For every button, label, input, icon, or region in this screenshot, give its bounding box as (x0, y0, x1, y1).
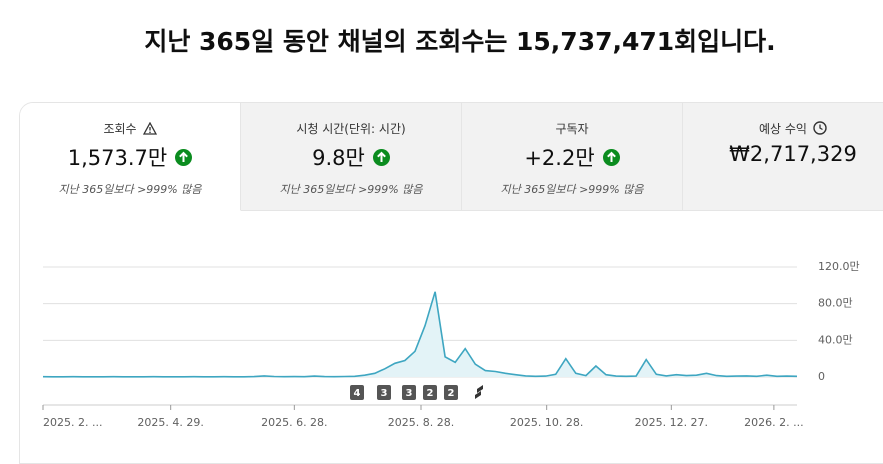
up-icon (602, 148, 620, 166)
card-label: 조회수 (103, 121, 137, 136)
chart: 0 40.0만 80.0만 120.0만 2025. 2. ... 2025. 4. 29… (42, 260, 860, 429)
clock-icon (813, 121, 827, 135)
event-marker[interactable]: 3 (377, 385, 391, 400)
card-label: 구독자 (555, 121, 589, 136)
marker-label: 4 (354, 388, 361, 399)
card-label: 예상 수익 (759, 121, 807, 136)
marker-box (444, 385, 458, 400)
x-tick-label: 2025. 6. 28. (261, 416, 327, 429)
marker-label: 3 (406, 388, 413, 399)
y-tick-label: 0 (818, 370, 825, 383)
event-marker[interactable]: 4 (350, 385, 364, 400)
x-tick-label: 2025. 8. 28. (388, 416, 454, 429)
event-marker[interactable]: 2 (423, 385, 437, 400)
x-tick-label: 2026. 2. ... (744, 416, 803, 429)
warning-icon (142, 121, 157, 135)
page-title: 지난 365일 동안 채널의 조회수는 15,737,471회입니다. (144, 27, 776, 56)
card-value: +2.2만 (524, 146, 595, 170)
y-tick-label: 80.0만 (818, 297, 853, 310)
page: 지난 365일 동안 채널의 조회수는 15,737,471회입니다. 조회수 … (19, 27, 883, 464)
x-tick-label: 2025. 2. ... (43, 416, 102, 429)
shorts-icon[interactable] (475, 385, 483, 399)
card-note: 지난 365일보다 >999% 많음 (500, 183, 644, 196)
up-icon (372, 148, 390, 166)
metric-card[interactable]: 조회수 1,573.7만 지난 365일보다 >999% 많음 (20, 103, 241, 211)
marker-label: 2 (448, 388, 455, 399)
area-fill (43, 291, 797, 377)
card-note: 지난 365일보다 >999% 많음 (279, 183, 423, 196)
card-note: 지난 365일보다 >999% 많음 (58, 183, 202, 196)
marker-box (377, 385, 391, 400)
x-tick-label: 2025. 12. 27. (635, 416, 708, 429)
event-marker[interactable]: 2 (444, 385, 458, 400)
card-value: ₩2,717,329 (729, 142, 857, 166)
card-value: 1,573.7만 (67, 146, 168, 170)
x-tick-label: 2025. 10. 28. (510, 416, 583, 429)
event-marker[interactable]: 3 (402, 385, 416, 400)
card-value: 9.8만 (312, 146, 365, 170)
marker-box (350, 385, 364, 400)
y-tick-label: 120.0만 (818, 260, 860, 273)
marker-box (402, 385, 416, 400)
x-tick-label: 2025. 4. 29. (137, 416, 203, 429)
marker-label: 2 (427, 388, 434, 399)
marker-label: 3 (381, 388, 388, 399)
up-icon (175, 148, 193, 166)
analytics-panel: 조회수 1,573.7만 지난 365일보다 >999% 많음 시청 시간(단위… (19, 102, 883, 464)
metric-card[interactable]: 구독자 +2.2만 지난 365일보다 >999% 많음 (462, 103, 683, 211)
marker-box (423, 385, 437, 400)
y-tick-label: 40.0만 (818, 333, 853, 346)
card-label: 시청 시간(단위: 시간) (296, 121, 406, 136)
metric-card[interactable]: 시청 시간(단위: 시간) 9.8만 지난 365일보다 >999% 많음 (241, 103, 462, 211)
metric-card[interactable]: 예상 수익 ₩2,717,329 (683, 103, 883, 211)
line (42, 291, 798, 378)
